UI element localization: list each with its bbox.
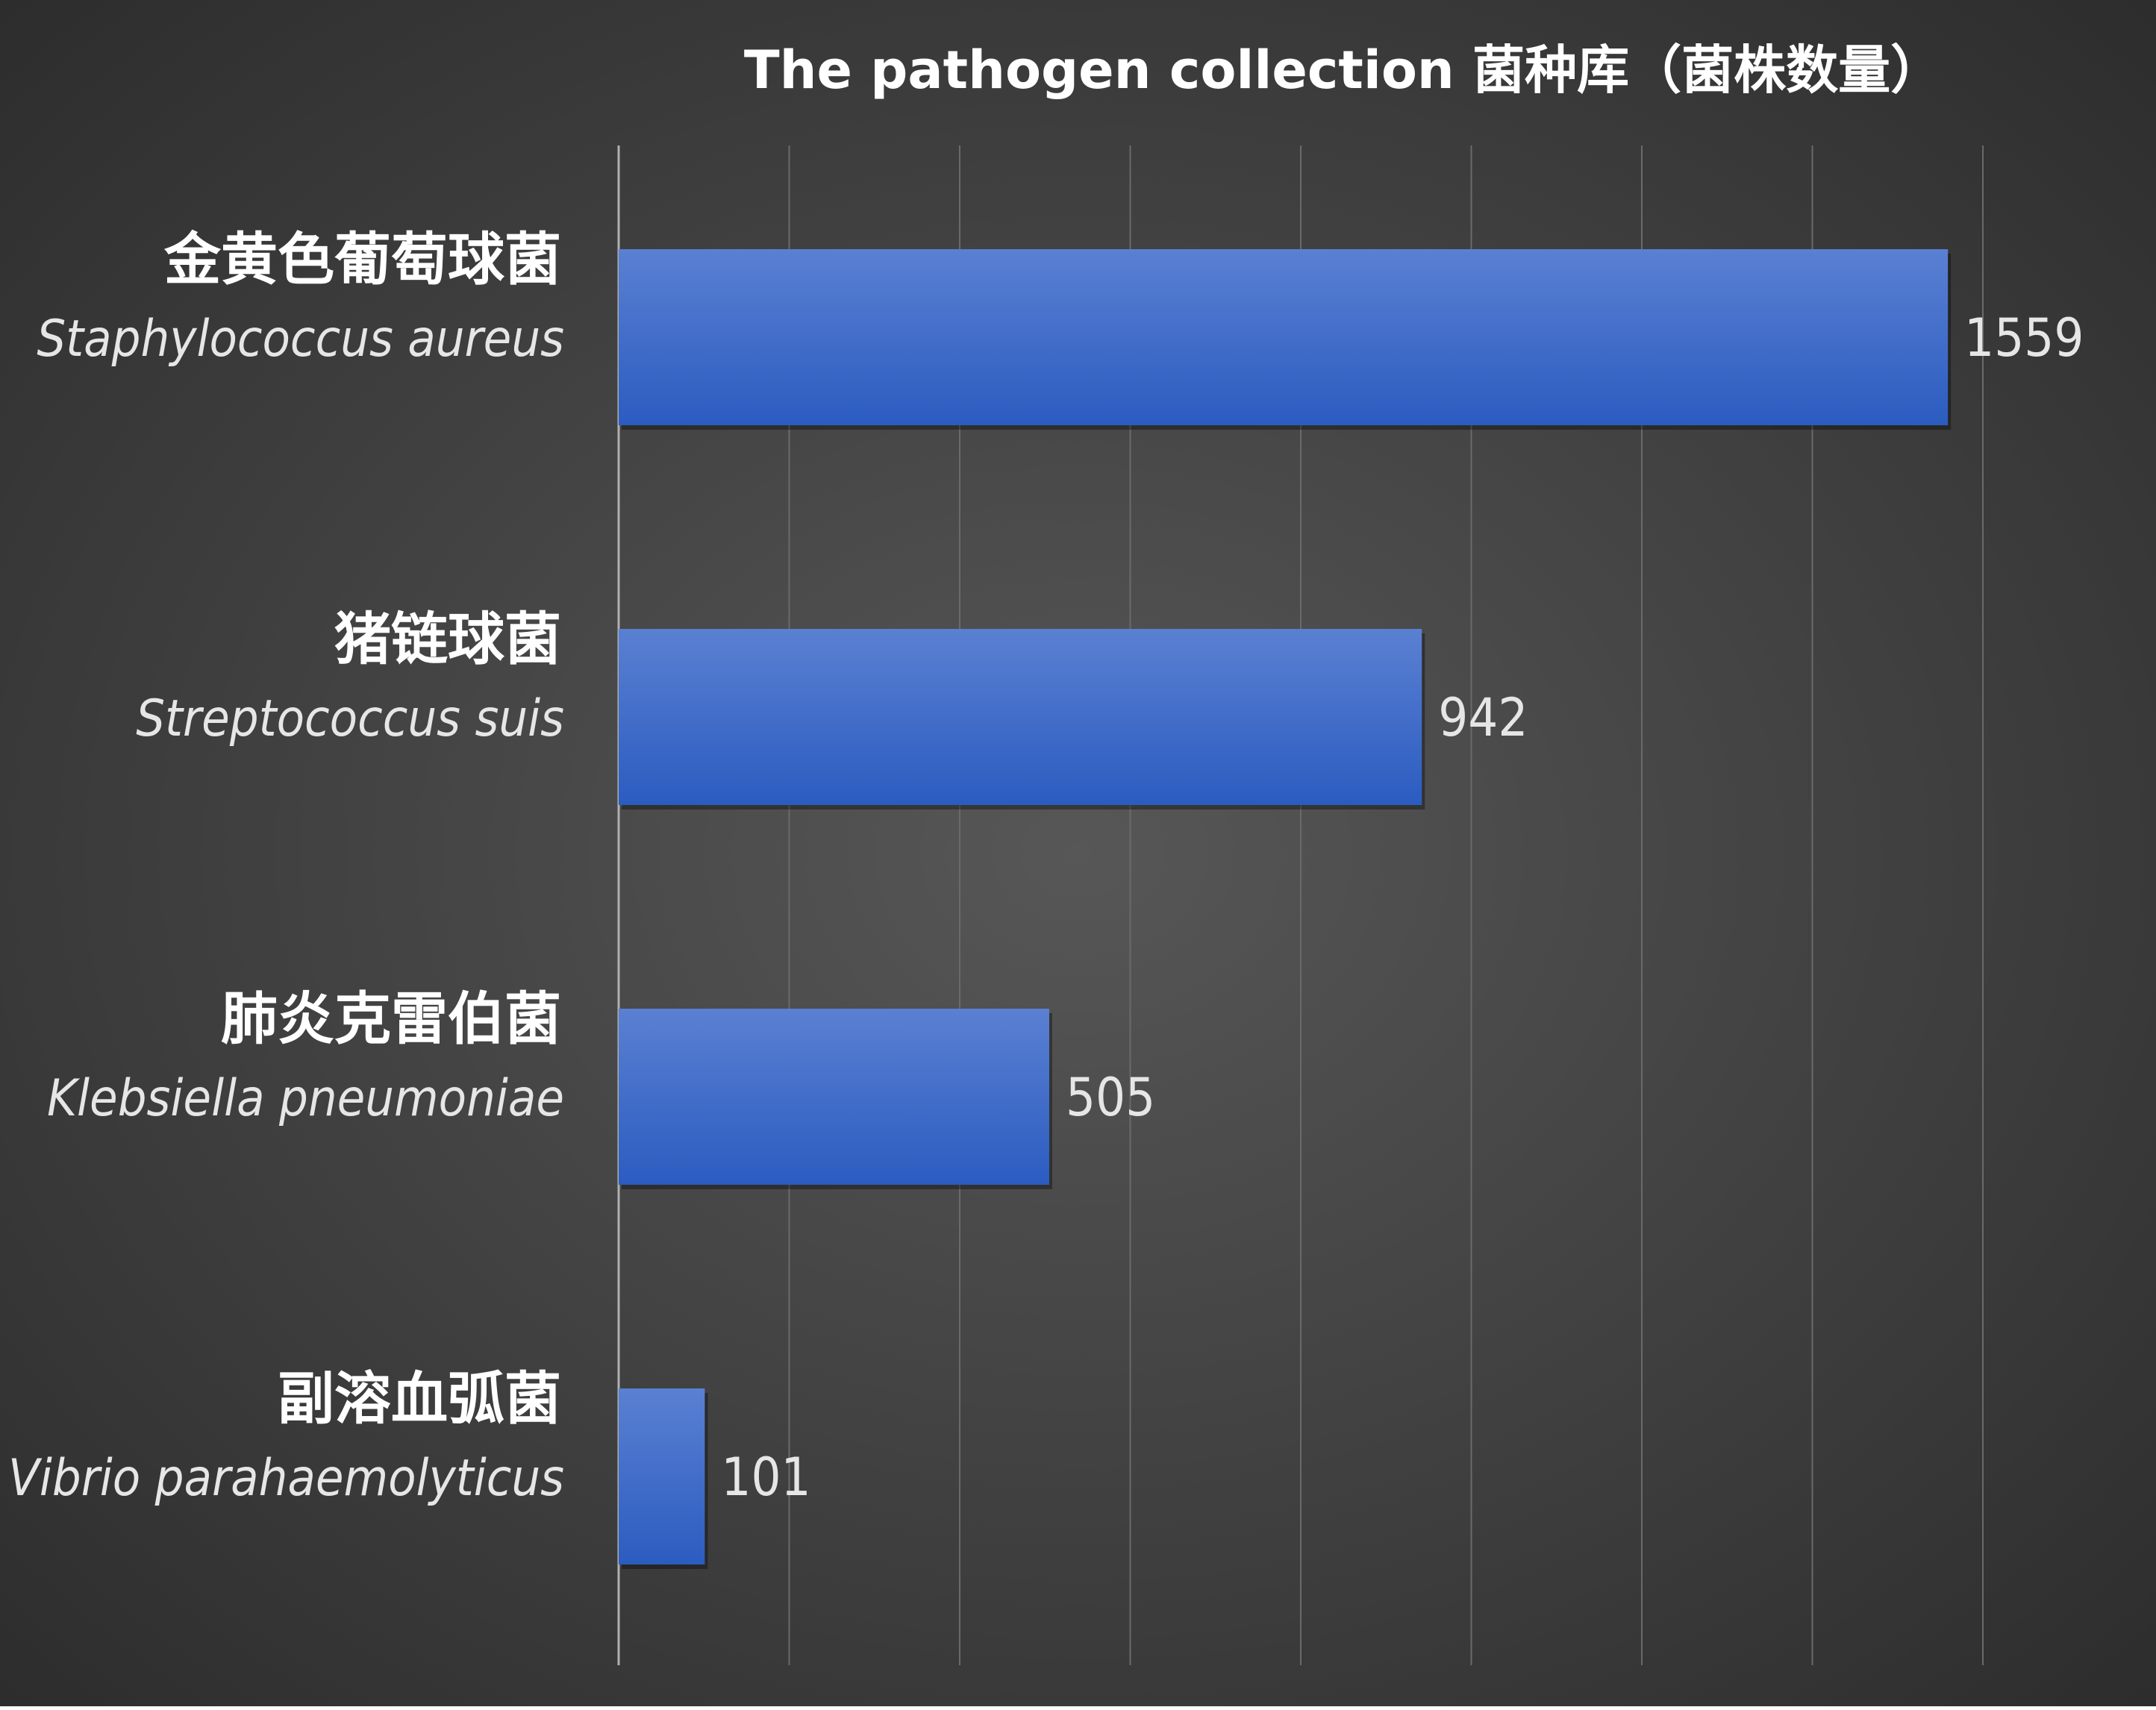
bar [619,1009,1049,1185]
bar-value-label: 1559 [1964,307,2084,369]
category-label-chinese: 肺炎克雷伯菌 [221,986,561,1052]
category-label-chinese: 猪链球菌 [334,606,561,672]
category-label-latin: Klebsiella pneumoniae [47,1069,564,1128]
bar-value-label: 942 [1438,687,1528,748]
bar [619,249,1948,425]
category-label-latin: Vibrio parahaemolyticus [8,1449,564,1508]
bar [619,629,1422,805]
bar-value-label: 505 [1066,1067,1155,1128]
category-label-latin: Streptococcus suis [136,689,564,748]
bar [619,1388,704,1565]
category-label-chinese: 金黄色葡萄球菌 [163,226,561,292]
chart-title: The pathogen collection 菌种库（菌株数量） [744,40,1943,101]
category-label-latin: Staphylococcus aureus [37,310,564,369]
category-label-chinese: 副溶血弧菌 [278,1365,561,1432]
bar-value-label: 101 [721,1447,810,1508]
